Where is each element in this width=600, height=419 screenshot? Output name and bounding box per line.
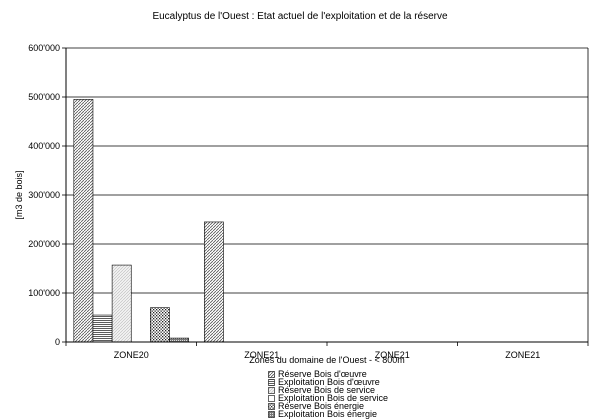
x-tick-label: ZONE21 (505, 350, 540, 360)
legend-item: Réserve Bois d'œuvre (268, 369, 388, 379)
x-tick-label: ZONE21 (244, 350, 279, 360)
y-tick-label: 200'000 (28, 239, 60, 249)
bar (111, 264, 132, 343)
bar (92, 314, 113, 343)
chart-title: Eucalyptus de l'Ouest : Etat actuel de l… (152, 11, 448, 22)
bar (73, 99, 94, 343)
bar (204, 221, 224, 343)
y-tick-label: 600'000 (28, 43, 60, 53)
y-tick-label: 100'000 (28, 288, 60, 298)
x-axis-label: Zones du domaine de l'Ouest - < 800m (249, 355, 405, 365)
legend-item: Réserve Bois énergie (268, 401, 388, 411)
legend-label: Exploitation Bois de service (278, 393, 389, 403)
y-tick-label: 300'000 (28, 190, 60, 200)
legend-item: Réserve Bois de service (268, 385, 388, 395)
legend-swatch (268, 394, 275, 402)
legend-swatch (268, 402, 275, 410)
legend-item: Exploitation Bois énergie (268, 409, 388, 419)
y-tick-label: 500'000 (28, 92, 60, 102)
legend-swatch (268, 370, 275, 378)
legend-swatch (268, 378, 275, 386)
legend-label: Réserve Bois de service (278, 385, 376, 395)
y-tick-label: 400'000 (28, 141, 60, 151)
legend: Réserve Bois d'œuvre Exploitation Bois d'… (268, 369, 389, 419)
legend-item: Exploitation Bois de service (268, 393, 389, 403)
legend-swatch (268, 410, 275, 418)
legend-item: Exploitation Bois d'œuvre (268, 377, 388, 387)
legend-swatch (268, 386, 275, 394)
bar (169, 337, 189, 343)
bar (150, 307, 170, 343)
legend-label: Réserve Bois énergie (278, 401, 365, 411)
x-tick-label: ZONE21 (375, 350, 410, 360)
legend-label: Réserve Bois d'œuvre (278, 369, 367, 379)
legend-label: Exploitation Bois d'œuvre (278, 377, 380, 387)
y-axis-label: [m3 de bois] (14, 170, 24, 219)
y-tick-label: 0 (55, 337, 60, 347)
x-tick-label: ZONE20 (114, 350, 149, 360)
legend-label: Exploitation Bois énergie (278, 409, 378, 419)
